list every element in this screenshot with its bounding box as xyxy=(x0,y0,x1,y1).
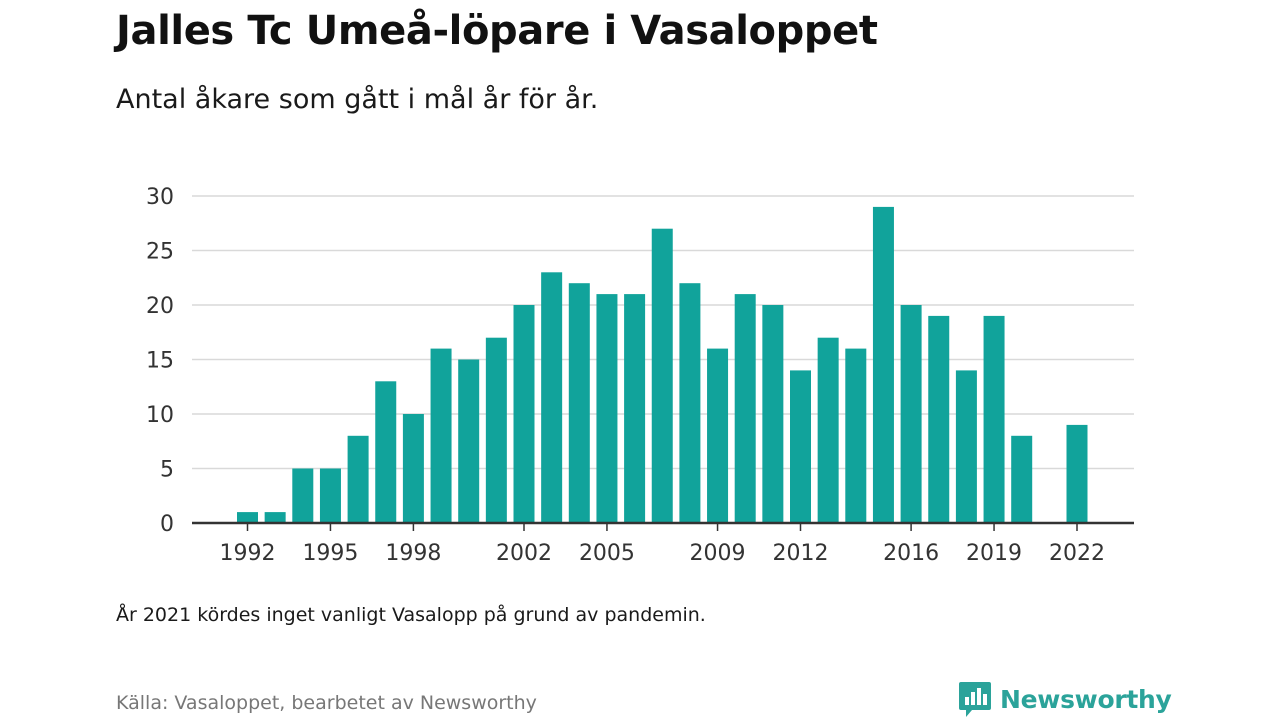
bar-2004 xyxy=(568,283,590,523)
x-tick-label: 2012 xyxy=(773,541,829,566)
bar-2011 xyxy=(762,305,784,523)
bar-2012 xyxy=(790,370,811,523)
chart-title: Jalles Tc Umeå-löpare i Vasaloppet xyxy=(116,8,878,54)
x-tick-label: 2022 xyxy=(1049,541,1105,566)
bar-chart: 0 5 10 15 20 25 30 1992 1995 1998 2002 2005 2009 201… xyxy=(146,185,1134,566)
y-tick-label: 5 xyxy=(160,458,174,483)
x-axis-tick-labels: 1992 1995 1998 2002 2005 2009 2012 2016 2019 2022 xyxy=(220,541,1106,566)
bar-1995 xyxy=(319,468,341,523)
y-tick-label: 30 xyxy=(146,185,174,210)
bar-1999 xyxy=(430,348,452,523)
x-tick-label: 2016 xyxy=(883,541,939,566)
bar-2003 xyxy=(541,272,563,523)
x-tick-label: 1995 xyxy=(302,541,358,566)
bar-1993 xyxy=(264,512,286,523)
bar-2002 xyxy=(513,305,535,523)
bar-1998 xyxy=(402,414,424,523)
bar-2020 xyxy=(1011,435,1033,523)
newsworthy-logo-icon xyxy=(959,682,991,717)
y-tick-label: 25 xyxy=(146,240,174,265)
bar-2008 xyxy=(679,283,701,523)
y-tick-label: 15 xyxy=(146,349,174,374)
bars xyxy=(237,206,1088,523)
bar-2010 xyxy=(734,294,756,523)
x-tick-label: 2002 xyxy=(496,541,552,566)
bar-2019 xyxy=(983,315,1005,523)
newsworthy-logo-text: Newsworthy xyxy=(1000,684,1172,714)
bar-2001 xyxy=(485,337,507,523)
bar-2009 xyxy=(707,348,729,523)
chart-subtitle: Antal åkare som gått i mål år för år. xyxy=(116,84,599,115)
bar-2015 xyxy=(872,206,894,523)
y-tick-label: 0 xyxy=(160,512,174,537)
x-tick-label: 1998 xyxy=(385,541,441,566)
bar-2005 xyxy=(596,294,618,523)
bar-1992 xyxy=(237,512,258,523)
bar-2007 xyxy=(651,228,673,523)
chart-note: År 2021 kördes inget vanligt Vasalopp på… xyxy=(116,604,706,626)
bar-2018 xyxy=(955,370,977,523)
bar-1997 xyxy=(375,381,397,523)
bar-2014 xyxy=(845,348,867,523)
bar-2000 xyxy=(458,359,480,523)
y-tick-label: 20 xyxy=(146,294,174,319)
source-credit: Källa: Vasaloppet, bearbetet av Newswort… xyxy=(116,692,537,714)
y-tick-label: 10 xyxy=(146,403,174,428)
bar-2013 xyxy=(817,337,839,523)
x-tick-label: 2009 xyxy=(690,541,746,566)
bar-2006 xyxy=(624,294,646,523)
bar-1996 xyxy=(347,435,369,523)
bar-2022 xyxy=(1066,424,1088,523)
bar-2017 xyxy=(928,315,950,523)
x-tick-label: 1992 xyxy=(220,541,276,566)
x-tick-label: 2019 xyxy=(966,541,1022,566)
x-axis xyxy=(192,521,1134,531)
x-tick-label: 2005 xyxy=(579,541,635,566)
bar-2016 xyxy=(900,305,922,523)
bar-1994 xyxy=(292,468,314,523)
y-axis-tick-labels: 0 5 10 15 20 25 30 xyxy=(146,185,174,537)
newsworthy-logo: Newsworthy xyxy=(958,680,1172,718)
